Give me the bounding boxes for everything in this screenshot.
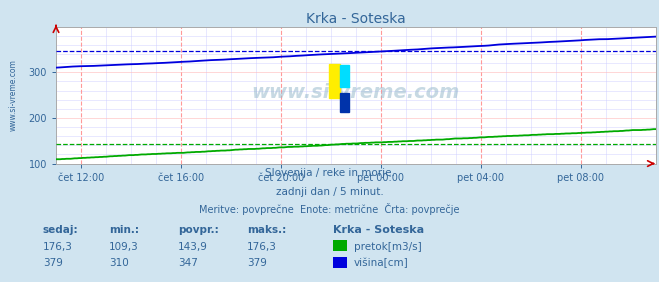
Text: višina[cm]: višina[cm] [354,258,409,268]
Text: 379: 379 [43,259,63,268]
Text: 347: 347 [178,259,198,268]
Text: 143,9: 143,9 [178,242,208,252]
Text: www.si-vreme.com: www.si-vreme.com [9,59,17,131]
Text: povpr.:: povpr.: [178,225,219,235]
Text: 379: 379 [247,259,267,268]
Text: pretok[m3/s]: pretok[m3/s] [354,242,422,252]
Text: Slovenija / reke in morje.: Slovenija / reke in morje. [264,168,395,178]
Text: min.:: min.: [109,225,139,235]
Text: 310: 310 [109,259,129,268]
Text: zadnji dan / 5 minut.: zadnji dan / 5 minut. [275,187,384,197]
Text: Meritve: povprečne  Enote: metrične  Črta: povprečje: Meritve: povprečne Enote: metrične Črta:… [199,203,460,215]
Bar [339,93,349,112]
Bar [329,64,339,98]
Bar [339,65,349,87]
Text: maks.:: maks.: [247,225,287,235]
Text: www.si-vreme.com: www.si-vreme.com [252,83,460,102]
Text: 109,3: 109,3 [109,242,138,252]
Text: Krka - Soteska: Krka - Soteska [333,225,424,235]
Text: sedaj:: sedaj: [43,225,78,235]
Text: 176,3: 176,3 [43,242,72,252]
Title: Krka - Soteska: Krka - Soteska [306,12,406,26]
Text: 176,3: 176,3 [247,242,277,252]
